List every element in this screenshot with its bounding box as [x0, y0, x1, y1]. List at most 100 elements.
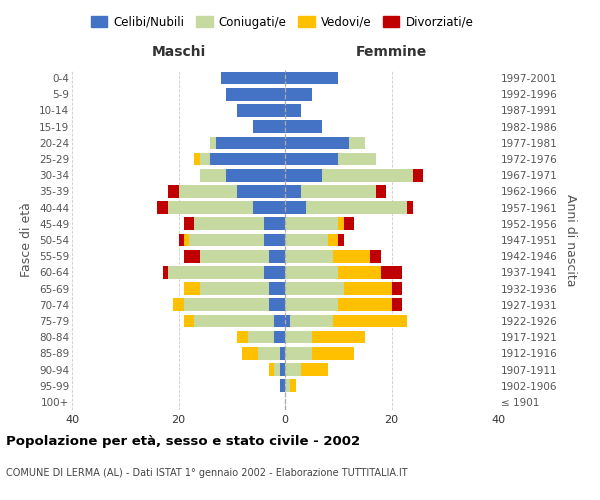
Bar — [184, 298, 269, 311]
Bar — [285, 234, 328, 246]
Bar — [285, 136, 349, 149]
Bar — [226, 88, 285, 101]
Bar — [248, 331, 274, 344]
Bar — [333, 314, 407, 328]
Bar — [194, 314, 274, 328]
Bar — [264, 266, 285, 278]
Bar — [285, 88, 311, 101]
Bar — [307, 202, 407, 214]
Bar — [168, 266, 264, 278]
Bar — [285, 347, 311, 360]
Bar — [285, 152, 338, 166]
Text: Maschi: Maschi — [151, 46, 206, 60]
Bar — [333, 250, 370, 262]
Bar — [211, 152, 285, 166]
Bar — [253, 120, 285, 133]
Bar — [221, 72, 285, 85]
Text: Femmine: Femmine — [356, 46, 427, 60]
Bar — [285, 218, 338, 230]
Y-axis label: Fasce di età: Fasce di età — [20, 202, 34, 278]
Bar — [237, 185, 285, 198]
Bar — [226, 169, 285, 181]
Bar — [392, 298, 402, 311]
Bar — [200, 169, 226, 181]
Bar — [280, 363, 285, 376]
Bar — [274, 331, 285, 344]
Bar — [322, 169, 413, 181]
Bar — [189, 234, 264, 246]
Bar — [344, 282, 392, 295]
Bar — [338, 298, 392, 311]
Bar — [311, 331, 365, 344]
Bar — [285, 380, 290, 392]
Bar — [253, 202, 285, 214]
Bar — [285, 298, 338, 311]
Bar — [184, 314, 194, 328]
Bar — [184, 282, 200, 295]
Bar — [274, 363, 280, 376]
Bar — [349, 136, 365, 149]
Bar — [285, 169, 322, 181]
Bar — [338, 218, 344, 230]
Bar — [370, 250, 381, 262]
Bar — [200, 152, 211, 166]
Bar — [407, 202, 413, 214]
Text: COMUNE DI LERMA (AL) - Dati ISTAT 1° gennaio 2002 - Elaborazione TUTTITALIA.IT: COMUNE DI LERMA (AL) - Dati ISTAT 1° gen… — [6, 468, 407, 477]
Bar — [376, 185, 386, 198]
Bar — [264, 218, 285, 230]
Bar — [184, 234, 189, 246]
Bar — [328, 234, 338, 246]
Bar — [285, 104, 301, 117]
Bar — [338, 234, 344, 246]
Bar — [280, 380, 285, 392]
Bar — [290, 380, 296, 392]
Bar — [211, 136, 216, 149]
Bar — [216, 136, 285, 149]
Bar — [237, 331, 248, 344]
Bar — [179, 234, 184, 246]
Bar — [311, 347, 354, 360]
Bar — [285, 120, 322, 133]
Bar — [280, 347, 285, 360]
Bar — [269, 282, 285, 295]
Bar — [301, 185, 376, 198]
Legend: Celibi/Nubili, Coniugati/e, Vedovi/e, Divorziati/e: Celibi/Nubili, Coniugati/e, Vedovi/e, Di… — [86, 11, 478, 34]
Bar — [413, 169, 424, 181]
Bar — [168, 185, 179, 198]
Bar — [392, 282, 402, 295]
Bar — [200, 282, 269, 295]
Bar — [338, 266, 381, 278]
Bar — [274, 314, 285, 328]
Bar — [285, 250, 333, 262]
Bar — [285, 72, 338, 85]
Y-axis label: Anni di nascita: Anni di nascita — [564, 194, 577, 286]
Bar — [163, 266, 168, 278]
Bar — [381, 266, 402, 278]
Bar — [184, 218, 194, 230]
Bar — [242, 347, 259, 360]
Bar — [168, 202, 253, 214]
Bar — [285, 202, 307, 214]
Bar — [264, 234, 285, 246]
Bar — [338, 152, 376, 166]
Bar — [194, 218, 264, 230]
Bar — [200, 250, 269, 262]
Bar — [194, 152, 200, 166]
Bar — [344, 218, 354, 230]
Bar — [285, 282, 344, 295]
Bar — [285, 185, 301, 198]
Bar — [285, 314, 290, 328]
Bar — [269, 250, 285, 262]
Bar — [184, 250, 200, 262]
Bar — [259, 347, 280, 360]
Bar — [179, 185, 237, 198]
Text: Popolazione per età, sesso e stato civile - 2002: Popolazione per età, sesso e stato civil… — [6, 435, 360, 448]
Bar — [173, 298, 184, 311]
Bar — [269, 298, 285, 311]
Bar — [285, 331, 311, 344]
Bar — [301, 363, 328, 376]
Bar — [290, 314, 333, 328]
Bar — [285, 363, 301, 376]
Bar — [157, 202, 168, 214]
Bar — [269, 363, 274, 376]
